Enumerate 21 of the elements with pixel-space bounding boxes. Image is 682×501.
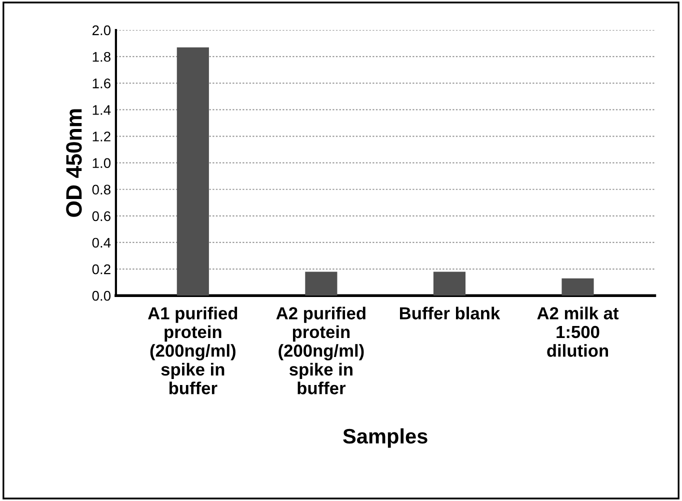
y-tick-label: 0.8: [92, 184, 110, 195]
y-axis-title: OD 450nm: [66, 109, 82, 217]
y-tick-label: 0.6: [92, 211, 110, 222]
y-tick-label: 1.6: [92, 78, 110, 88]
x-tick-label: A2 purified protein (200ng/ml) spike in buffer: [276, 306, 366, 394]
y-tick-label: 1.8: [92, 52, 110, 62]
y-tick-label: 1.2: [92, 132, 110, 142]
y-tick-label: 0.0: [92, 290, 111, 301]
y-tick-label: 1.4: [92, 105, 111, 115]
x-tick-label: Buffer blank: [400, 306, 500, 320]
bar: [433, 272, 466, 296]
bar: [562, 278, 594, 296]
y-tick-label: 1.0: [92, 158, 111, 168]
bar: [305, 272, 338, 296]
bar: [176, 47, 209, 296]
y-tick-label: 0.4: [92, 238, 111, 248]
y-tick-label: 2.0: [92, 25, 111, 36]
x-axis-title: Samples: [343, 428, 428, 448]
x-tick-label: A1 purified protein (200ng/ml) spike in buffer: [148, 306, 238, 394]
y-tick-label: 0.2: [92, 264, 110, 274]
x-tick-label: A2 milk at 1:500 dilution: [537, 306, 619, 357]
